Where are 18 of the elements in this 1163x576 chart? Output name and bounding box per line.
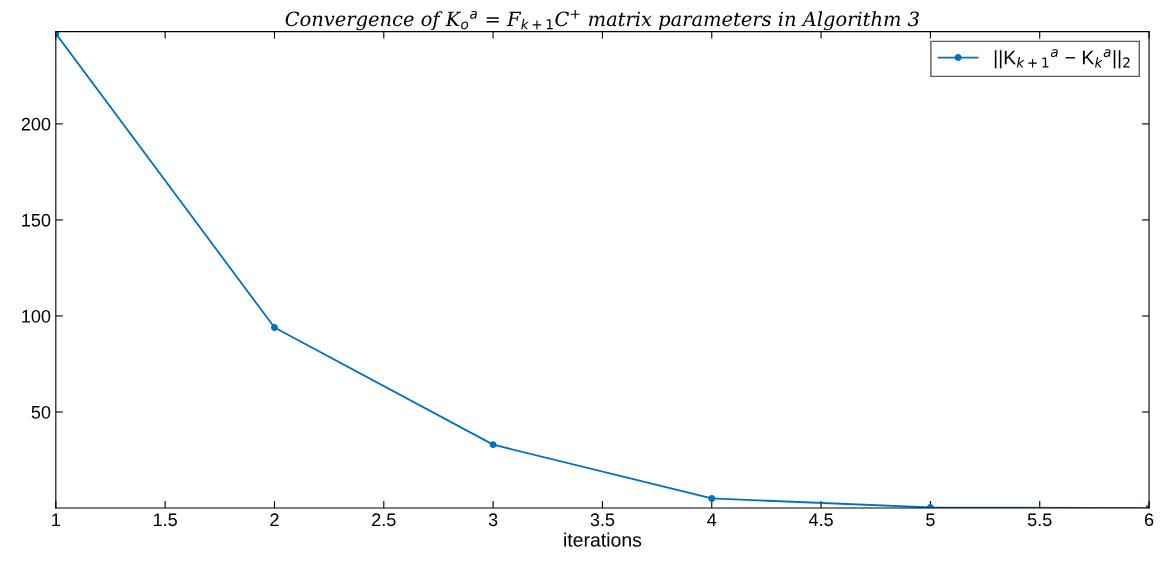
legend-label: ||K$_{k+1}$$^{a}$ − K$_{k}$$^{a}$||$_{2}$	[994, 49, 1130, 69]
x-tick-label: 1	[52, 513, 60, 526]
x-tick-label: 5.5	[1027, 513, 1052, 527]
chart-title: Convergence of K$_{o}$$^{a}$ = F$_{k+1}$C$^{+}$ matrix parameters in Algorithm 3	[285, 9, 919, 31]
x-tick-label: 2	[270, 513, 279, 526]
y-tick-label: 50	[31, 405, 51, 419]
x-tick-label: 6	[1144, 513, 1154, 527]
x-axis-title: iterations	[564, 532, 642, 547]
x-tick-label: 3	[488, 513, 498, 527]
y-tick-label: 200	[21, 117, 51, 131]
x-tick-label: 3.5	[590, 513, 615, 527]
y-tick-label: 150	[22, 213, 51, 227]
x-tick-label: 4.5	[808, 513, 833, 527]
x-tick-label: 5	[926, 513, 935, 527]
x-tick-label: 1.5	[153, 513, 177, 527]
x-tick-label: 2.5	[372, 513, 396, 527]
x-tick-label: 4	[707, 513, 717, 526]
y-tick-label: 100	[22, 309, 51, 323]
